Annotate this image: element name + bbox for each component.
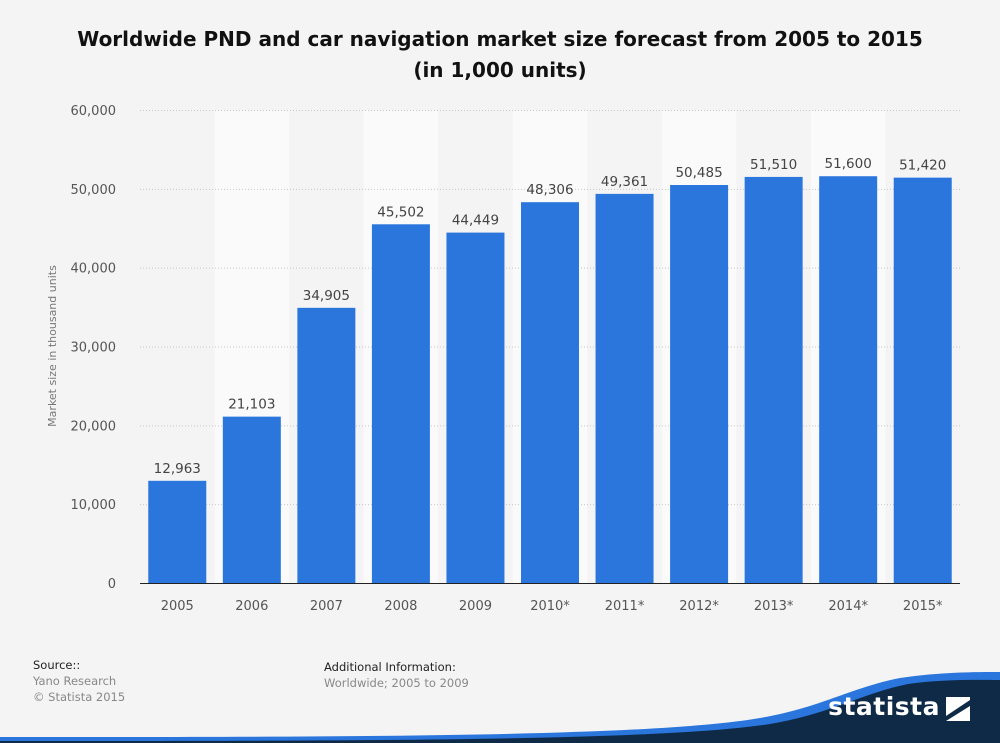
y-tick-label: 50,000 (71, 183, 117, 198)
bar-value-label: 44,449 (452, 213, 499, 229)
x-tick-label: 2012* (679, 599, 719, 614)
bar-value-label: 49,361 (601, 174, 648, 190)
bar-value-label: 21,103 (228, 397, 275, 413)
x-tick-label: 2007 (310, 599, 343, 614)
bar-value-label: 50,485 (675, 165, 722, 181)
bar-2007[interactable] (297, 307, 356, 583)
y-tick-label: 40,000 (71, 262, 117, 277)
bar-2008[interactable] (371, 224, 430, 583)
bar-value-label: 51,510 (750, 157, 797, 173)
x-tick-label: 2013* (754, 599, 794, 614)
bar-2015[interactable] (893, 177, 952, 583)
additional-info-heading: Additional Information: (324, 660, 456, 674)
x-tick-label: 2010* (530, 599, 570, 614)
additional-info-text: Worldwide; 2005 to 2009 (324, 676, 469, 690)
bar-2010[interactable] (521, 202, 579, 584)
bar-value-label: 45,502 (377, 204, 424, 220)
y-tick-label: 20,000 (71, 419, 117, 434)
statista-logo-icon (946, 697, 970, 721)
y-tick-label: 0 (108, 577, 116, 592)
bar-2013[interactable] (744, 176, 803, 583)
x-tick-label: 2008 (384, 599, 417, 614)
statista-logo-text: statista (828, 692, 940, 721)
x-tick-label: 2015* (903, 599, 943, 614)
bar-2014[interactable] (819, 176, 878, 583)
chart-title: Worldwide PND and car navigation market … (0, 24, 1000, 86)
chart-title-line1: Worldwide PND and car navigation market … (77, 27, 923, 51)
bar-2011[interactable] (595, 193, 654, 583)
y-axis-label: Market size in thousand units (46, 265, 59, 427)
x-tick-label: 2014* (828, 599, 868, 614)
source-line: Yano Research (33, 674, 117, 688)
bar-value-label: 48,306 (526, 182, 573, 198)
x-tick-label: 2006 (235, 599, 268, 614)
bar-2006[interactable] (222, 416, 281, 583)
y-tick-label: 10,000 (71, 498, 117, 513)
copyright-line: © Statista 2015 (33, 690, 126, 704)
source-block: Source:: Yano Research © Statista 2015 (33, 657, 125, 705)
bar-value-label: 12,963 (154, 461, 201, 477)
bar-2012[interactable] (670, 185, 729, 583)
additional-info-block: Additional Information: Worldwide; 2005 … (324, 659, 469, 691)
x-tick-label: 2009 (459, 599, 492, 614)
y-tick-label: 30,000 (71, 341, 117, 356)
source-heading: Source:: (33, 658, 81, 672)
bar-value-label: 51,420 (899, 158, 946, 174)
chart-title-line2: (in 1,000 units) (413, 58, 587, 82)
x-tick-label: 2005 (161, 599, 194, 614)
bar-2005[interactable] (148, 480, 207, 583)
y-tick-label: 60,000 (71, 104, 117, 119)
bar-2009[interactable] (446, 232, 505, 583)
x-tick-label: 2011* (605, 599, 645, 614)
bar-value-label: 51,600 (825, 156, 872, 172)
bar-value-label: 34,905 (303, 288, 350, 304)
